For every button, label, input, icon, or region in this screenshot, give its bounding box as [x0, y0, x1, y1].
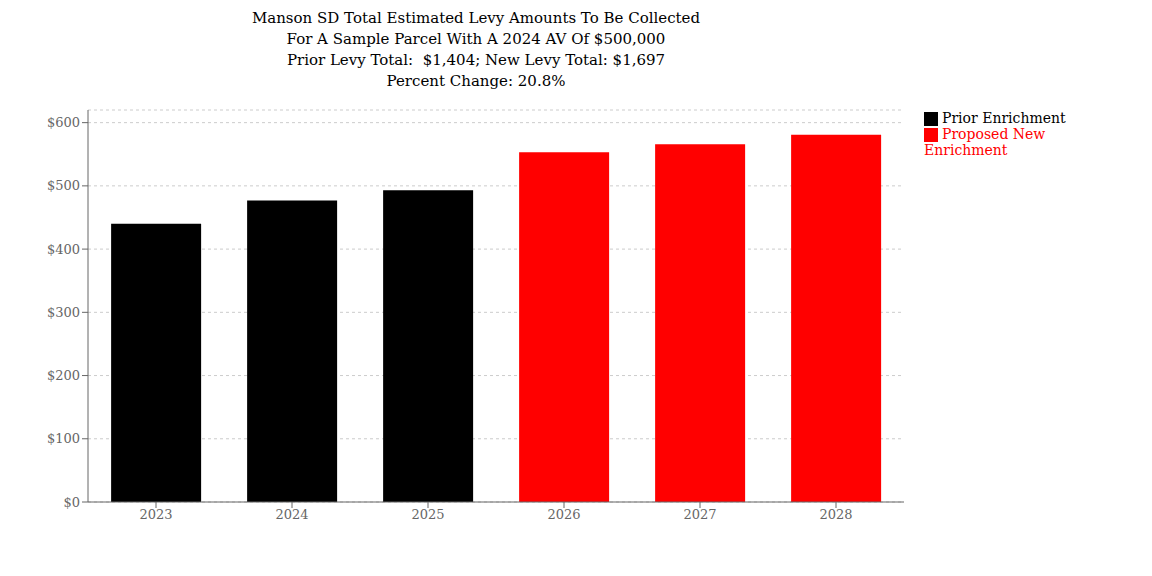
svg-text:$200: $200	[47, 368, 80, 383]
svg-text:2024: 2024	[275, 507, 308, 522]
svg-text:$500: $500	[47, 178, 80, 193]
html-text:Prior Enrichment: Prior Enrichment	[942, 110, 1066, 126]
svg-text:$300: $300	[47, 305, 80, 320]
html-text:Percent Change: 20.8%: Percent Change: 20.8%	[386, 72, 566, 90]
svg-text:$0: $0	[63, 495, 80, 510]
html-text:For A Sample Parcel With A 202: For A Sample Parcel With A 2024 AV Of $5…	[286, 30, 666, 48]
html-text:Manson SD Total Estimated Levy: Manson SD Total Estimated Levy Amounts T…	[251, 9, 701, 27]
svg-text:$100: $100	[47, 431, 80, 446]
html-text:Proposed New Enrichment: Proposed New Enrichment	[924, 126, 1046, 158]
svg-text:2027: 2027	[683, 507, 716, 522]
svg-text:2028: 2028	[819, 507, 852, 522]
svg-text:2025: 2025	[411, 507, 444, 522]
svg-text:$600: $600	[47, 115, 80, 130]
svg-text:2026: 2026	[547, 507, 580, 522]
html-text:Prior Levy Total: $1,404; New: Prior Levy Total: $1,404; New Levy Total…	[286, 51, 666, 69]
svg-text:$400: $400	[47, 242, 80, 257]
svg-text:2023: 2023	[139, 507, 172, 522]
